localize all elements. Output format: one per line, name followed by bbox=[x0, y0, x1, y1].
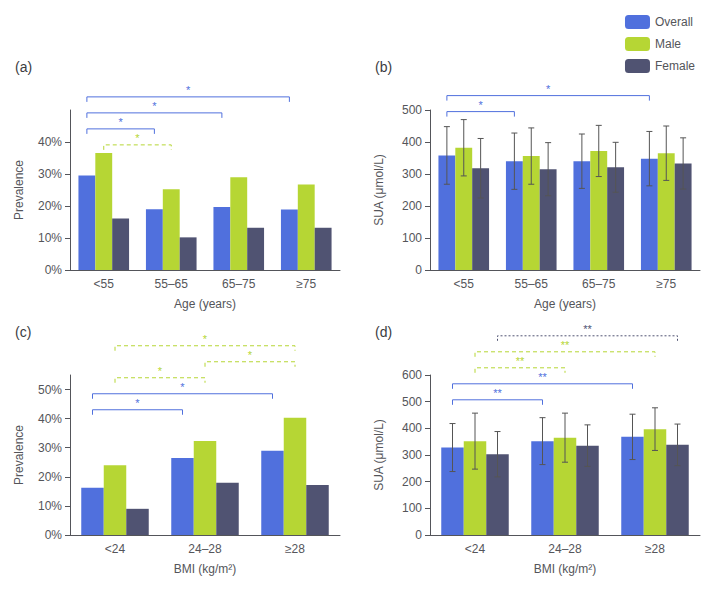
svg-text:*: * bbox=[180, 381, 185, 393]
svg-text:0%: 0% bbox=[45, 263, 63, 277]
svg-text:*: * bbox=[248, 349, 253, 361]
svg-text:BMI (kg/m²): BMI (kg/m²) bbox=[534, 562, 597, 576]
svg-text:100: 100 bbox=[402, 501, 422, 515]
svg-text:100: 100 bbox=[402, 231, 422, 245]
svg-text:Prevalence: Prevalence bbox=[12, 160, 26, 220]
svg-text:≥28: ≥28 bbox=[645, 542, 665, 556]
svg-text:*: * bbox=[186, 84, 191, 96]
svg-text:*: * bbox=[203, 333, 208, 345]
svg-text:400: 400 bbox=[402, 135, 422, 149]
svg-text:10%: 10% bbox=[38, 499, 62, 513]
svg-text:(a): (a) bbox=[15, 59, 32, 75]
svg-text:<55: <55 bbox=[94, 277, 115, 291]
svg-text:Overall: Overall bbox=[655, 15, 693, 29]
svg-text:10%: 10% bbox=[38, 231, 62, 245]
svg-text:40%: 40% bbox=[38, 412, 62, 426]
svg-text:≥75: ≥75 bbox=[296, 277, 316, 291]
svg-text:*: * bbox=[152, 100, 157, 112]
svg-text:*: * bbox=[118, 116, 123, 128]
svg-text:200: 200 bbox=[402, 199, 422, 213]
svg-text:300: 300 bbox=[402, 167, 422, 181]
svg-text:SUA (μmol/L): SUA (μmol/L) bbox=[372, 419, 386, 491]
svg-text:24–28: 24–28 bbox=[548, 542, 582, 556]
svg-text:40%: 40% bbox=[38, 135, 62, 149]
svg-text:*: * bbox=[135, 132, 140, 144]
svg-text:<24: <24 bbox=[105, 542, 126, 556]
svg-text:*: * bbox=[478, 99, 483, 111]
svg-text:0: 0 bbox=[415, 528, 422, 542]
svg-text:**: ** bbox=[538, 371, 547, 383]
svg-text:200: 200 bbox=[402, 475, 422, 489]
svg-text:**: ** bbox=[516, 355, 525, 367]
svg-text:Age (years): Age (years) bbox=[534, 297, 596, 311]
svg-text:BMI (kg/m²): BMI (kg/m²) bbox=[174, 562, 237, 576]
svg-text:55–65: 55–65 bbox=[155, 277, 189, 291]
svg-text:≥28: ≥28 bbox=[285, 542, 305, 556]
svg-text:500: 500 bbox=[402, 103, 422, 117]
svg-text:65–75: 65–75 bbox=[582, 277, 616, 291]
svg-text:**: ** bbox=[583, 323, 592, 335]
svg-text:500: 500 bbox=[402, 395, 422, 409]
svg-text:*: * bbox=[546, 83, 551, 95]
svg-text:*: * bbox=[158, 365, 163, 377]
svg-text:20%: 20% bbox=[38, 470, 62, 484]
svg-text:50%: 50% bbox=[38, 383, 62, 397]
svg-text:55–65: 55–65 bbox=[515, 277, 549, 291]
svg-text:Female: Female bbox=[655, 59, 695, 73]
svg-text:(c): (c) bbox=[15, 324, 31, 340]
svg-text:30%: 30% bbox=[38, 167, 62, 181]
svg-text:0: 0 bbox=[415, 263, 422, 277]
svg-text:65–75: 65–75 bbox=[222, 277, 256, 291]
svg-text:**: ** bbox=[561, 339, 570, 351]
svg-text:(d): (d) bbox=[375, 324, 392, 340]
svg-text:Prevalence: Prevalence bbox=[12, 425, 26, 485]
svg-text:30%: 30% bbox=[38, 441, 62, 455]
svg-text:600: 600 bbox=[402, 368, 422, 382]
svg-text:Age (years): Age (years) bbox=[174, 297, 236, 311]
svg-text:*: * bbox=[135, 397, 140, 409]
svg-text:0%: 0% bbox=[45, 528, 63, 542]
svg-text:(b): (b) bbox=[375, 59, 392, 75]
svg-text:20%: 20% bbox=[38, 199, 62, 213]
svg-text:≥75: ≥75 bbox=[656, 277, 676, 291]
svg-text:400: 400 bbox=[402, 421, 422, 435]
svg-text:300: 300 bbox=[402, 448, 422, 462]
svg-text:<24: <24 bbox=[465, 542, 486, 556]
svg-text:<55: <55 bbox=[454, 277, 475, 291]
svg-text:SUA (μmol/L): SUA (μmol/L) bbox=[372, 154, 386, 226]
svg-text:**: ** bbox=[493, 387, 502, 399]
svg-text:Male: Male bbox=[655, 37, 681, 51]
svg-text:24–28: 24–28 bbox=[188, 542, 222, 556]
